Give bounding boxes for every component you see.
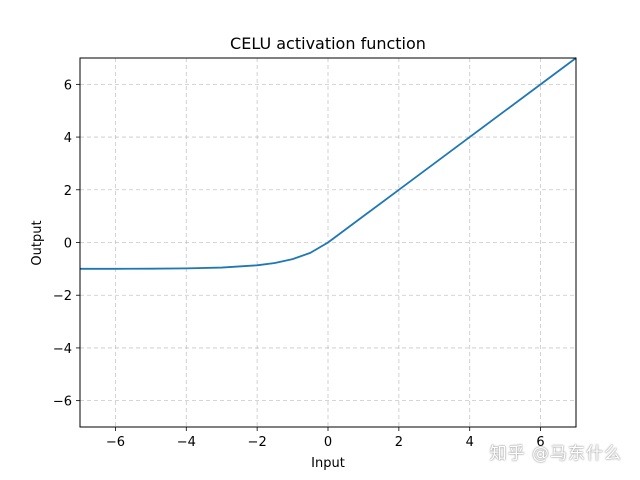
y-tick-label: 6 bbox=[64, 78, 72, 93]
y-tick-label: −2 bbox=[53, 289, 72, 304]
chart-title: CELU activation function bbox=[230, 34, 426, 53]
celu-line bbox=[79, 57, 577, 270]
y-tick-label: 4 bbox=[64, 131, 72, 146]
y-axis-label: Output bbox=[30, 220, 45, 265]
x-tick-label: −2 bbox=[248, 435, 267, 450]
x-tick-label: −4 bbox=[177, 435, 196, 450]
axis-ticks: −6 −4 −2 0 2 4 6 −6 −4 −2 0 2 4 6 bbox=[53, 78, 545, 450]
watermark: 知乎 @马东什么 bbox=[489, 444, 622, 464]
series-layer bbox=[79, 57, 577, 270]
x-tick-label: 2 bbox=[395, 435, 403, 450]
y-tick-label: 0 bbox=[64, 237, 72, 252]
x-tick-label: 0 bbox=[324, 435, 332, 450]
x-tick-label: −6 bbox=[106, 435, 125, 450]
y-tick-label: −4 bbox=[53, 342, 72, 357]
x-tick-label: 6 bbox=[536, 435, 544, 450]
y-tick-label: −6 bbox=[53, 395, 72, 410]
y-tick-label: 2 bbox=[64, 184, 72, 199]
x-tick-label: 4 bbox=[466, 435, 474, 450]
x-axis-label: Input bbox=[311, 456, 345, 471]
